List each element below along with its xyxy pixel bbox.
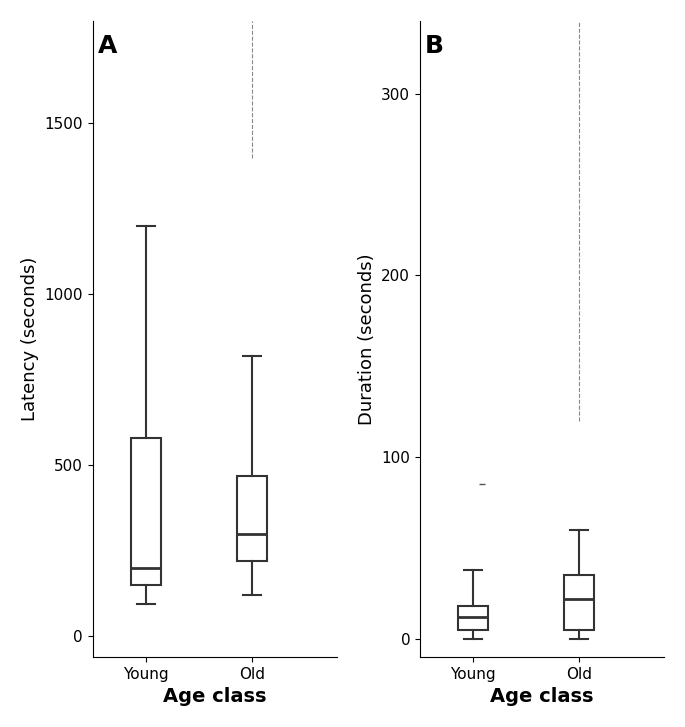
FancyBboxPatch shape bbox=[131, 438, 160, 585]
Y-axis label: Duration (seconds): Duration (seconds) bbox=[358, 253, 375, 425]
X-axis label: Age class: Age class bbox=[163, 687, 266, 706]
FancyBboxPatch shape bbox=[564, 575, 594, 630]
FancyBboxPatch shape bbox=[458, 606, 488, 630]
Text: B: B bbox=[425, 33, 444, 57]
FancyBboxPatch shape bbox=[237, 475, 266, 561]
X-axis label: Age class: Age class bbox=[490, 687, 594, 706]
Text: A: A bbox=[97, 33, 117, 57]
Y-axis label: Latency (seconds): Latency (seconds) bbox=[21, 257, 39, 421]
